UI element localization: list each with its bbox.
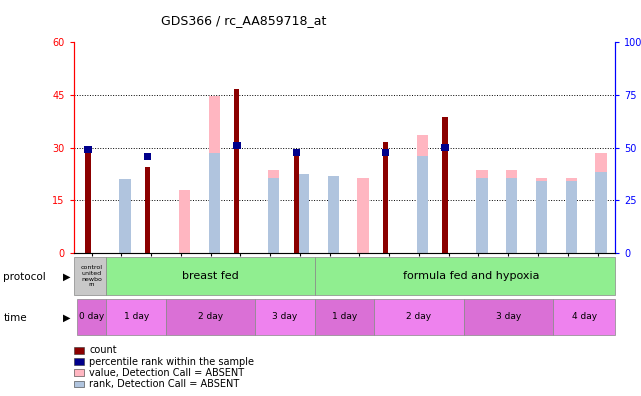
Bar [506,170,517,253]
Bar [374,299,463,335]
Bar [536,181,547,253]
Bar [315,299,374,335]
Bar [382,149,389,156]
Text: GDS366 / rc_AA859718_at: GDS366 / rc_AA859718_at [161,14,326,27]
Bar [166,299,255,335]
Text: ▶: ▶ [63,272,71,282]
Bar [233,142,240,149]
Bar [328,176,339,253]
Text: formula fed and hypoxia: formula fed and hypoxia [403,271,539,281]
Bar [442,118,448,253]
Text: time: time [3,313,27,323]
Bar [74,257,106,295]
Bar [85,149,90,253]
Bar [417,156,428,253]
Bar [476,177,488,253]
Bar [536,177,547,253]
Bar [119,179,131,253]
Bar [106,257,315,295]
Text: value, Detection Call = ABSENT: value, Detection Call = ABSENT [89,367,244,378]
Bar [145,167,150,253]
Bar [144,153,151,160]
Text: 3 day: 3 day [495,312,521,321]
Text: breast fed: breast fed [182,271,239,281]
Bar [84,146,92,153]
Bar [255,299,315,335]
Text: protocol: protocol [3,272,46,282]
Bar [595,153,607,253]
Bar [315,257,615,295]
Bar [565,177,577,253]
Text: control
united
newbo
rn: control united newbo rn [81,265,103,287]
Text: 3 day: 3 day [272,312,297,321]
Bar [595,172,607,253]
Bar [106,299,166,335]
Text: 0 day: 0 day [79,312,104,321]
Bar [292,149,300,156]
Bar [463,299,553,335]
Text: count: count [89,345,117,356]
Bar [208,153,220,253]
Bar [294,153,299,253]
Bar [328,195,339,253]
Bar [268,170,279,253]
Text: 1 day: 1 day [124,312,149,321]
Text: 2 day: 2 day [198,312,223,321]
Bar [234,89,240,253]
Bar [553,299,615,335]
Bar [506,177,517,253]
Bar [208,96,220,253]
Text: percentile rank within the sample: percentile rank within the sample [89,356,254,367]
Text: rank, Detection Call = ABSENT: rank, Detection Call = ABSENT [89,379,239,389]
Text: 2 day: 2 day [406,312,431,321]
Bar [357,177,369,253]
Bar [77,299,106,335]
Bar [119,179,131,253]
Bar [268,177,279,253]
Text: ▶: ▶ [63,313,71,323]
Bar [383,142,388,253]
Bar [476,170,488,253]
Bar [298,174,309,253]
Bar [417,135,428,253]
Bar [442,144,449,151]
Bar [565,181,577,253]
Bar [179,190,190,253]
Text: 1 day: 1 day [332,312,357,321]
Text: 4 day: 4 day [572,312,597,321]
